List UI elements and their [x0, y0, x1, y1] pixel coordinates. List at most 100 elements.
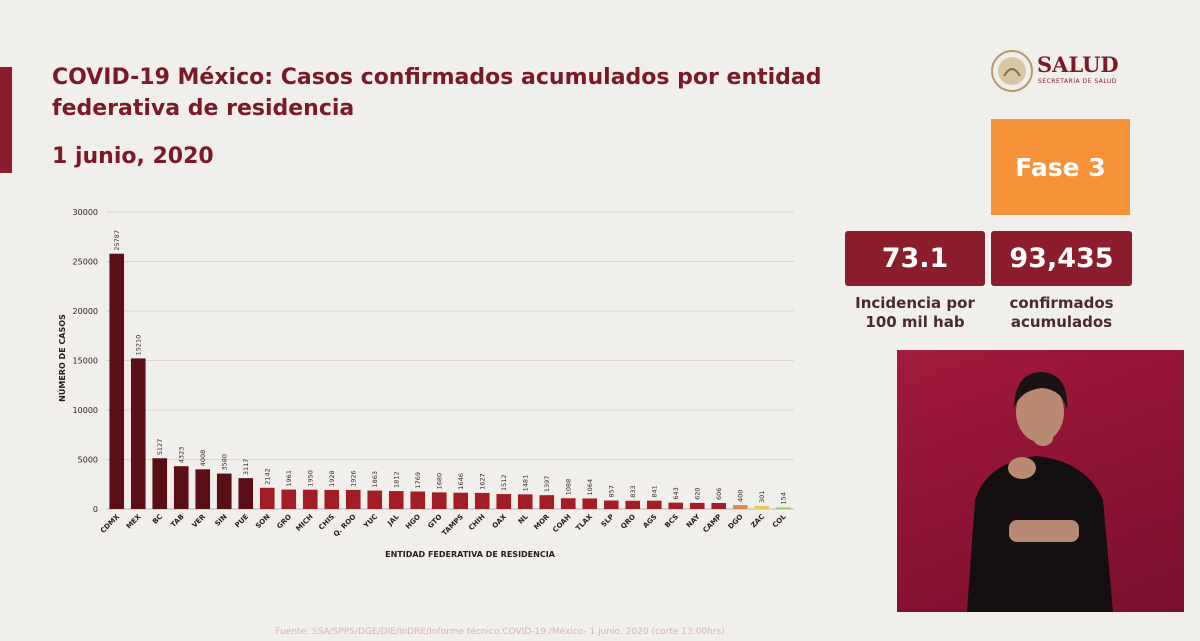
x-tick-label: BCS [663, 513, 680, 530]
data-label: 1950 [306, 470, 314, 487]
data-label: 154 [779, 492, 787, 504]
confirmed-label-line1: confirmados [1009, 294, 1114, 312]
data-label: 606 [715, 488, 723, 500]
x-tick-label: SON [254, 513, 272, 531]
data-label: 25787 [113, 230, 121, 251]
interpreter-figure [967, 372, 1113, 612]
bar-mor [539, 495, 555, 509]
data-label: 2142 [263, 468, 271, 485]
data-label: 1769 [414, 472, 422, 489]
x-tick-label: CHIH [467, 513, 487, 533]
x-tick-label: CDMX [99, 512, 122, 535]
bar-jal [388, 491, 404, 509]
data-label: 5127 [156, 439, 164, 456]
data-label: 1646 [457, 473, 465, 490]
data-label: 301 [758, 491, 766, 503]
source-footer: Fuente: SSA/SPPS/DGE/DIE/InDRE/Informe t… [275, 627, 725, 637]
x-tick-label: MICH [294, 513, 314, 533]
x-tick-label: CHIS [317, 513, 336, 532]
x-axis-label: ENTIDAD FEDERATIVA DE RESIDENCIA [385, 550, 556, 559]
bar-nl [517, 494, 533, 509]
incidence-label-line1: Incidencia por [855, 294, 975, 312]
bar-oax [496, 494, 512, 509]
bar-camp [711, 503, 727, 509]
bar-son [259, 487, 275, 509]
bar-pue [238, 478, 254, 509]
data-label: 15210 [134, 335, 142, 356]
bar-qro [625, 500, 641, 509]
bar-cdmx [109, 253, 125, 509]
data-label: 3580 [220, 454, 228, 471]
x-tick-label: QRO [619, 513, 637, 531]
confirmed-label: confirmados acumulados [991, 294, 1132, 332]
bar-sin [216, 473, 232, 509]
bar-mich [302, 489, 318, 509]
report-date: 1 junio, 2020 [52, 144, 214, 169]
x-tick-label: TAMPS [441, 513, 466, 538]
data-label: 3117 [242, 459, 250, 476]
data-label: 620 [693, 487, 701, 499]
data-label: 1926 [349, 470, 357, 487]
x-tick-label: Q. ROO [332, 513, 358, 539]
data-label: 841 [650, 485, 658, 497]
bar-ags [646, 500, 662, 509]
y-axis-label: NÚMERO DE CASOS [56, 314, 67, 402]
data-label: 1512 [500, 474, 508, 491]
x-tick-label: OAX [491, 512, 509, 530]
x-tick-label: ZAC [749, 513, 766, 530]
bar-slp [603, 500, 619, 509]
x-tick-label: BC [151, 513, 164, 526]
data-label: 1481 [521, 475, 529, 492]
incidence-label-line2: 100 mil hab [865, 313, 965, 331]
y-tick-label: 5000 [78, 456, 98, 465]
data-label: 1088 [564, 479, 572, 496]
confirmed-value: 93,435 [991, 231, 1132, 286]
x-tick-label: MEX [125, 512, 143, 530]
bar-dgo [732, 505, 748, 509]
bar-col [775, 507, 791, 509]
bar-ver [195, 469, 211, 509]
data-label: 833 [629, 485, 637, 497]
logo-subtext: SECRETARÍA DE SALUD [1038, 78, 1117, 85]
bar-gro [281, 489, 297, 509]
bar-bcs [668, 502, 684, 509]
x-tick-label: AGS [642, 513, 659, 530]
x-tick-label: HGO [404, 513, 422, 531]
x-tick-label: JAL [385, 512, 401, 528]
data-label: 1397 [543, 476, 551, 493]
x-tick-label: SLP [600, 513, 616, 529]
confirmed-label-line2: acumulados [1010, 313, 1113, 331]
data-label: 1627 [478, 473, 486, 490]
x-tick-label: GTO [426, 513, 443, 530]
bar-hgo [410, 491, 426, 509]
y-tick-label: 0 [93, 505, 98, 514]
bar-zac [754, 506, 770, 509]
salud-logo [991, 50, 1033, 92]
bar-mex [130, 358, 146, 509]
x-tick-label: MOR [533, 512, 552, 531]
data-label: 1812 [392, 472, 400, 489]
data-label: 643 [672, 487, 680, 499]
sign-language-interpreter-video [897, 350, 1184, 612]
x-tick-label: VER [190, 512, 207, 529]
bar-tamps [453, 492, 469, 509]
x-tick-label: COL [771, 512, 788, 529]
bar-chih [474, 492, 490, 509]
data-label: 1863 [371, 471, 379, 488]
x-tick-label: YUC [362, 513, 380, 531]
data-label: 857 [607, 485, 615, 497]
logo-text: SALUD [1037, 52, 1119, 77]
bar-coah [560, 498, 576, 509]
x-tick-label: TAB [169, 513, 185, 529]
bar-gto [431, 492, 447, 509]
bar-tab [173, 466, 189, 509]
bar-nay [689, 502, 705, 509]
incidence-value: 73.1 [845, 231, 985, 286]
y-tick-label: 25000 [73, 258, 98, 267]
data-label: 400 [736, 490, 744, 502]
bar-yuc [367, 490, 383, 509]
bar-bc [152, 458, 168, 509]
x-tick-label: NAY [685, 512, 702, 529]
title-accent-bar [0, 67, 12, 173]
y-tick-label: 20000 [73, 307, 98, 316]
